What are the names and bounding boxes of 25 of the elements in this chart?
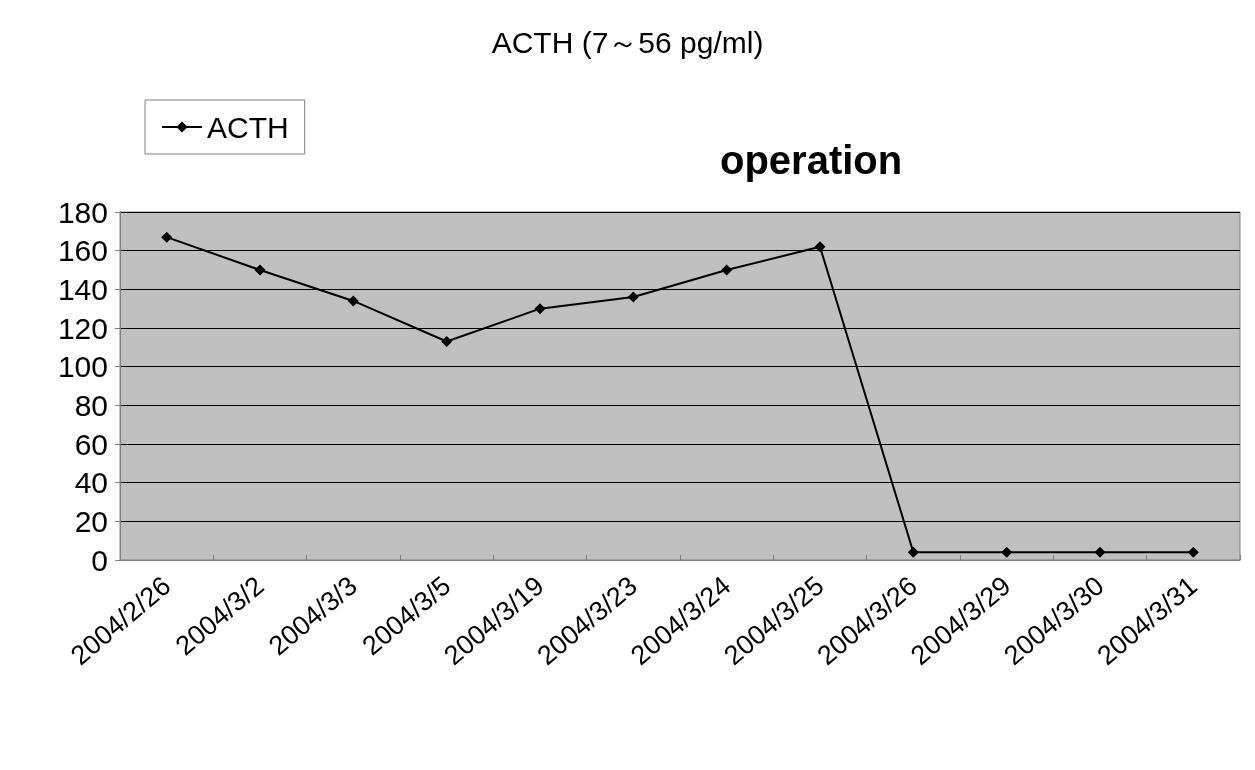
y-tick-label: 0 <box>91 543 108 577</box>
point <box>814 241 826 253</box>
y-tick-label: 160 <box>57 234 108 268</box>
y-tick-label: 100 <box>57 350 108 384</box>
point <box>1187 546 1199 558</box>
y-tick-label: 20 <box>74 504 108 538</box>
y-tick-label: 180 <box>57 195 108 229</box>
chart-title: ACTH (7～56 pg/ml) <box>491 25 764 59</box>
y-tick-label: 60 <box>74 427 108 461</box>
point <box>161 231 173 243</box>
y-tick-label: 80 <box>74 388 108 422</box>
y-tick-label: 140 <box>57 272 108 306</box>
point <box>907 546 919 558</box>
point <box>1001 546 1013 558</box>
point <box>254 264 266 276</box>
y-tick-label: 120 <box>57 311 108 345</box>
point <box>1094 546 1106 558</box>
point <box>534 303 546 315</box>
text: operation <box>720 138 903 182</box>
point <box>347 295 359 307</box>
point <box>441 336 453 348</box>
legend-label: ACTH <box>207 110 289 144</box>
point <box>627 291 639 303</box>
y-tick-label: 40 <box>74 466 108 500</box>
point <box>721 264 733 276</box>
